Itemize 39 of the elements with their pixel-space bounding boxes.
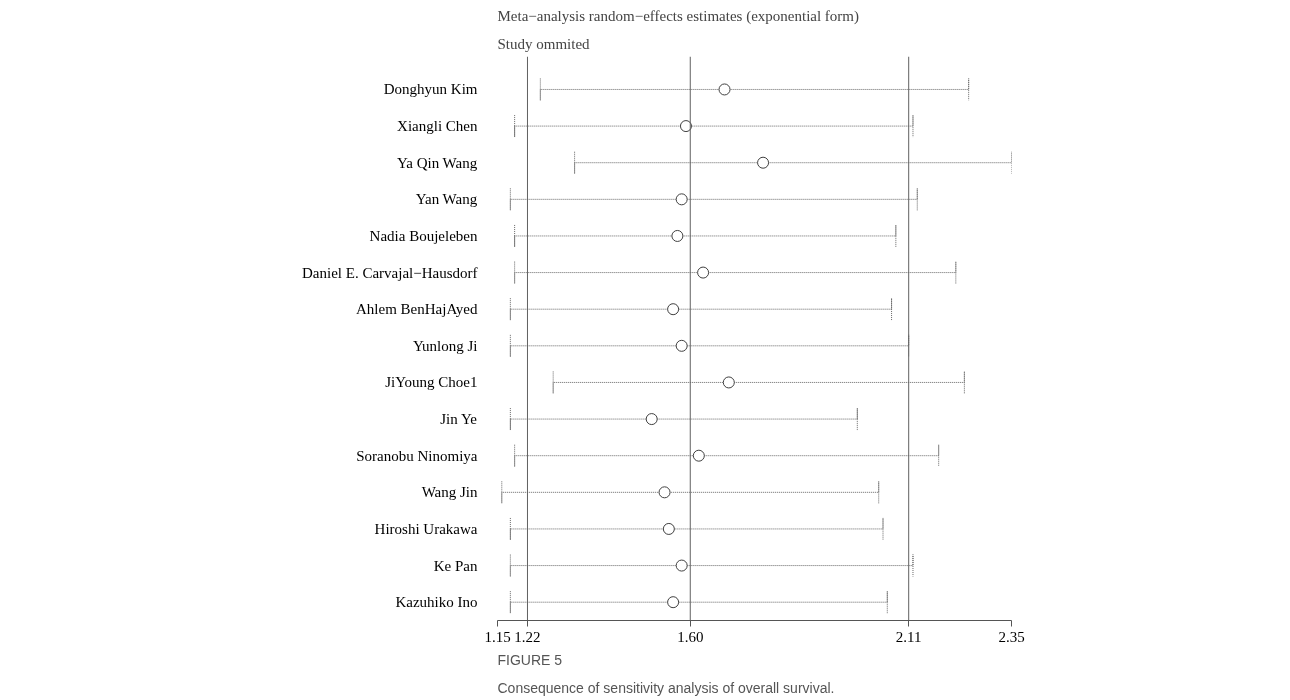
point bbox=[658, 486, 671, 499]
y-tick-label: Ya Qin Wang bbox=[396, 154, 478, 171]
point bbox=[667, 303, 680, 316]
point bbox=[718, 83, 731, 96]
y-tick-label: Hiroshi Urakawa bbox=[374, 520, 478, 537]
y-tick-label: Jin Ye bbox=[440, 411, 478, 428]
x-tick-label: 1.22 bbox=[514, 628, 541, 645]
point bbox=[679, 120, 692, 133]
point bbox=[697, 266, 710, 279]
x-tick-label: 1.60 bbox=[677, 628, 704, 645]
point bbox=[757, 156, 770, 169]
point bbox=[675, 193, 688, 206]
point bbox=[675, 559, 688, 572]
y-tick-label: Ahlem BenHajAyed bbox=[355, 301, 478, 318]
y-tick-label: Soranobu Ninomiya bbox=[356, 447, 478, 464]
point bbox=[671, 229, 684, 242]
y-tick-label: Donghyun Kim bbox=[383, 81, 478, 98]
x-tick-label: 1.15 bbox=[484, 628, 511, 645]
x-tick-label: 2.11 bbox=[895, 628, 922, 645]
y-tick-label: Nadia Boujeleben bbox=[369, 227, 478, 244]
y-tick-label: Ke Pan bbox=[433, 557, 478, 574]
y-tick-label: Yunlong Ji bbox=[412, 337, 478, 354]
y-tick-label: Daniel E. Carvajal−Hausdorf bbox=[302, 264, 478, 281]
point bbox=[675, 339, 688, 352]
y-tick-label: Yan Wang bbox=[415, 191, 478, 208]
x-tick-label: 2.35 bbox=[998, 628, 1025, 645]
point bbox=[662, 522, 675, 535]
point bbox=[722, 376, 735, 389]
chart-subtitle: Study ommited bbox=[497, 35, 591, 52]
chart-title: Meta−analysis random−effects estimates (exponential form) bbox=[497, 7, 860, 25]
y-tick-label: Kazuhiko Ino bbox=[395, 594, 478, 611]
point bbox=[692, 449, 705, 462]
caption: FIGURE 5 bbox=[497, 651, 563, 668]
y-tick-label: JiYoung Choe1 bbox=[385, 374, 478, 391]
text: Consequence of sensitivity analysis of overall survival. bbox=[497, 679, 835, 696]
point bbox=[667, 596, 680, 609]
y-tick-label: Wang Jin bbox=[421, 484, 478, 501]
point bbox=[645, 413, 658, 426]
y-tick-label: Xiangli Chen bbox=[397, 118, 478, 135]
